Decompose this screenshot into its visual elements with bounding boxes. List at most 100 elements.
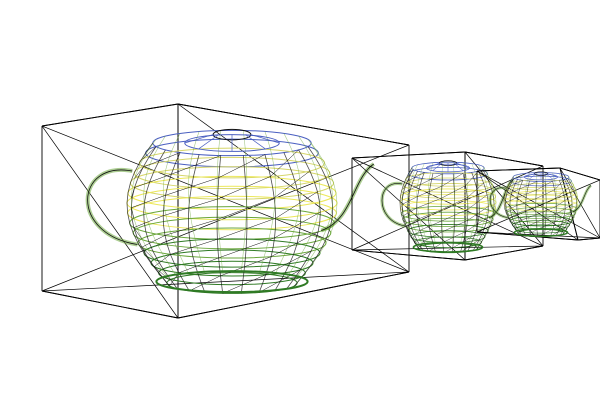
bounding-box-diagonal — [351, 157, 544, 247]
teapot-ring — [126, 185, 338, 221]
teapot-triangle-edge — [467, 182, 484, 198]
teapot-meridian — [503, 176, 519, 234]
teapot-meridian — [143, 149, 178, 289]
teapot-meridian — [544, 172, 547, 230]
bounding-box-edge — [41, 103, 179, 127]
teapot-meridian — [130, 139, 170, 281]
teapot-lid-spoke — [432, 162, 443, 171]
teapot-lid-spoke — [529, 173, 537, 176]
teapot-triangle-edge — [178, 257, 219, 274]
teapot-meridian — [550, 181, 557, 237]
teapot-meridian — [509, 179, 522, 236]
teapot-triangle-edge — [441, 220, 468, 233]
teapot-triangle-edge — [467, 194, 488, 210]
teapot-triangle-edge — [419, 220, 442, 231]
teapot-base — [513, 228, 569, 237]
teapot-triangle-edge — [189, 275, 221, 292]
teapot-meridian — [467, 172, 480, 252]
teapot-triangle-edge — [417, 185, 443, 197]
teapot-meridian — [294, 146, 334, 287]
teapot-meridian — [516, 180, 527, 236]
teapot-triangle-edge — [423, 231, 442, 242]
teapot-triangle-edge — [536, 214, 557, 223]
teapot-lid-spoke — [453, 162, 464, 171]
teapot-triangle-edge — [555, 204, 573, 215]
teapot-triangle-edge — [554, 211, 572, 222]
teapot-triangle-edge — [550, 227, 566, 237]
teapot-large[interactable] — [41, 103, 410, 319]
teapot-triangle-edge — [218, 154, 266, 178]
teapot-meridian — [460, 162, 469, 244]
teapot-triangle-edge — [517, 206, 536, 214]
teapot-triangle-edge — [506, 188, 520, 195]
teapot-triangle-edge — [274, 170, 311, 198]
teapot-triangle-edge — [516, 198, 536, 206]
teapot-meridian — [440, 162, 445, 244]
teapot-meridian — [274, 152, 302, 292]
teapot-lid-spoke — [545, 173, 553, 180]
teapot-lid-spoke — [529, 173, 537, 180]
teapot-meridian — [286, 135, 321, 278]
teapot-handle-edge — [87, 169, 138, 245]
teapot-meridian — [240, 155, 248, 294]
teapot-triangle-edge — [403, 207, 417, 216]
teapot-meridian — [467, 163, 480, 245]
bounding-box-diagonal — [464, 151, 544, 167]
teapot-triangle-edge — [506, 186, 510, 192]
teapot-meridian — [286, 149, 321, 289]
teapot-meridian — [563, 176, 579, 234]
teapot-triangle-edge — [275, 191, 318, 219]
teapot-meridian — [555, 173, 566, 231]
teapot-triangle-edge — [218, 237, 275, 259]
teapot-triangle-edge — [555, 187, 569, 199]
bounding-box-edge — [41, 290, 179, 319]
teapot-triangle-edge — [519, 214, 536, 222]
teapot-triangle-edge — [165, 177, 219, 196]
bounding-box-diagonal — [476, 179, 600, 233]
teapot-meridian — [294, 139, 334, 281]
teapot-triangle-edge — [519, 181, 538, 190]
teapot-handle-edge — [381, 183, 405, 227]
teapot-handle — [380, 181, 406, 228]
teapot-triangle-edge — [412, 230, 420, 239]
teapot-triangle-edge — [443, 241, 464, 253]
teapot-meridian — [407, 164, 424, 246]
bounding-box-edge — [476, 167, 561, 172]
teapot-triangle-edge — [441, 185, 466, 199]
teapot-ring — [137, 227, 327, 259]
teapot-triangle-edge — [407, 169, 414, 178]
teapot-meridian — [451, 162, 456, 244]
teapot-triangle-edge — [131, 195, 166, 208]
teapot-triangle-edge — [217, 176, 271, 200]
bounding-box-diagonal — [177, 103, 410, 146]
teapot-meridian — [535, 172, 538, 230]
teapot-triangle-edge — [217, 218, 276, 240]
teapot-triangle-edge — [465, 170, 479, 186]
teapot-meridian — [509, 174, 522, 232]
teapot-meridian — [460, 173, 469, 253]
teapot-meridian — [505, 178, 520, 235]
teapot-lid-spoke — [245, 134, 266, 150]
teapot-small[interactable] — [476, 167, 600, 241]
teapot-triangle-edge — [141, 235, 166, 248]
teapot-meridian — [562, 175, 577, 233]
teapot-triangle-edge — [406, 219, 418, 228]
teapot-triangle-edge — [163, 198, 218, 216]
teapot-triangle-edge — [506, 210, 510, 216]
teapot-lid-spoke — [454, 162, 464, 166]
teapot-meridian — [258, 131, 276, 274]
teapot-triangle-edge — [270, 231, 319, 257]
teapot-triangle-edge — [505, 202, 507, 208]
teapot-triangle-edge — [164, 219, 218, 236]
teapot-triangle-edge — [220, 256, 272, 277]
teapot-triangle-edge — [265, 250, 312, 276]
teapot-triangle-edge — [442, 231, 466, 243]
teapot-triangle-edge — [143, 152, 181, 168]
bounding-box-edge — [351, 151, 466, 159]
teapot-triangle-edge — [428, 242, 443, 252]
teapot-triangle-edge — [171, 155, 221, 175]
teapot-ring — [129, 206, 335, 240]
teapot-medium[interactable] — [351, 151, 544, 261]
